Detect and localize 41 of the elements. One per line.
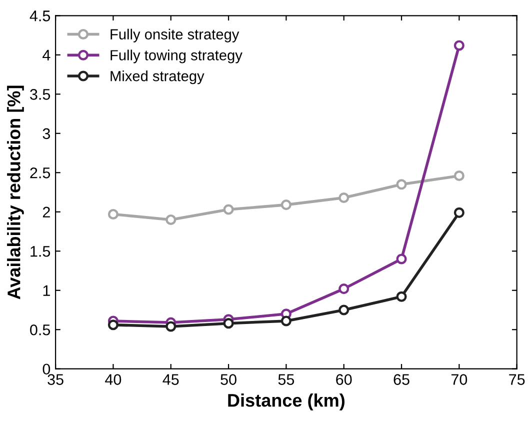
x-axis-title: Distance (km): [228, 394, 344, 410]
y-tick-label: 0: [42, 364, 50, 375]
point: [338, 192, 350, 204]
y-tick-label: 3.5: [30, 89, 50, 100]
x-tick-label: 50: [220, 374, 236, 385]
point: [223, 318, 234, 329]
x-tick-label: 65: [394, 374, 410, 385]
y-tick-label: 3: [42, 128, 50, 140]
y-tick-label: 4.5: [30, 10, 50, 22]
point: [166, 214, 176, 225]
x-tick-label: 40: [105, 374, 122, 385]
legend-label: Mixed strategy: [110, 70, 204, 84]
point: [454, 40, 464, 51]
y-tick-label: 1: [43, 285, 50, 296]
y-tick-label: 2.5: [30, 168, 50, 178]
y-tick-label: 0.5: [30, 324, 50, 336]
point: [454, 170, 464, 182]
point: [396, 254, 407, 264]
point: [280, 200, 292, 210]
x-tick-label: 60: [336, 374, 352, 385]
x-tick-label: 35: [48, 374, 64, 385]
legend-label: Fully onsite strategy: [110, 28, 240, 42]
point: [166, 321, 176, 332]
x-tick-label: 70: [451, 374, 468, 385]
point: [108, 320, 118, 330]
point: [223, 204, 234, 215]
y-tick-label: 4: [42, 50, 50, 60]
point: [338, 284, 350, 294]
y-axis-title: Availability reduction [%]: [7, 86, 24, 300]
point: [396, 179, 407, 190]
x-tick-label: 45: [162, 374, 179, 385]
y-tick-label: 1.5: [30, 246, 50, 257]
point: [280, 316, 292, 326]
point: [396, 291, 407, 302]
y-tick-label: 2: [42, 206, 50, 218]
legend-label: Fully towing strategy: [110, 50, 242, 64]
x-tick-label: 75: [509, 374, 525, 385]
point: [338, 304, 350, 316]
x-tick-label: 55: [278, 374, 294, 385]
point: [108, 208, 118, 220]
point: [454, 207, 464, 218]
